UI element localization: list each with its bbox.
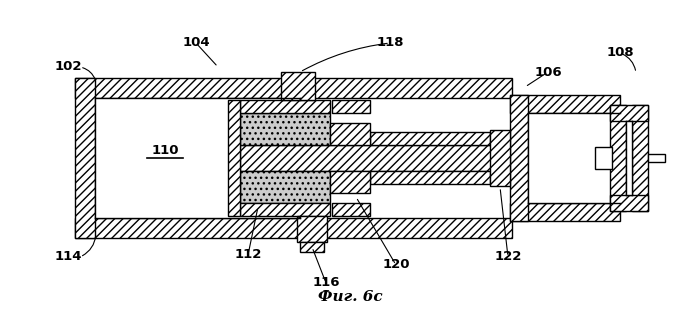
Bar (490, 130, 510, 186)
Bar (75, 78, 300, 98)
Text: 116: 116 (312, 277, 340, 289)
Bar (528, 113, 620, 203)
Text: Фиг. 6c: Фиг. 6c (317, 290, 382, 304)
Text: 110: 110 (151, 144, 179, 157)
Text: 120: 120 (382, 259, 410, 272)
Bar (240, 203, 330, 216)
Text: 102: 102 (55, 60, 82, 73)
Bar (610, 105, 626, 211)
Bar (75, 78, 95, 238)
Bar (298, 78, 512, 98)
Bar (281, 72, 315, 100)
Bar (595, 147, 612, 169)
Bar (610, 195, 648, 211)
Text: 112: 112 (234, 249, 261, 261)
Text: 122: 122 (494, 250, 521, 264)
Bar (240, 145, 598, 171)
Text: 108: 108 (606, 47, 634, 60)
Text: 104: 104 (182, 37, 210, 49)
Bar (330, 123, 370, 145)
Bar (510, 95, 528, 221)
Bar (240, 113, 330, 145)
Bar (632, 105, 648, 211)
Bar (228, 100, 240, 216)
Text: 106: 106 (534, 66, 562, 78)
Bar (510, 203, 620, 221)
Bar (300, 242, 324, 252)
Bar (330, 171, 370, 193)
Bar (332, 100, 370, 113)
Bar (370, 171, 490, 184)
Bar (626, 121, 632, 195)
Bar (510, 95, 620, 113)
Bar (240, 171, 330, 203)
Bar (332, 203, 370, 216)
Bar (610, 105, 648, 121)
Bar (75, 218, 300, 238)
Text: 118: 118 (376, 37, 404, 49)
Bar (95, 98, 300, 218)
Bar (298, 218, 512, 238)
Bar (240, 100, 330, 113)
Bar (297, 216, 327, 242)
Text: 114: 114 (55, 250, 82, 264)
Bar (370, 132, 490, 145)
Bar (648, 154, 665, 162)
